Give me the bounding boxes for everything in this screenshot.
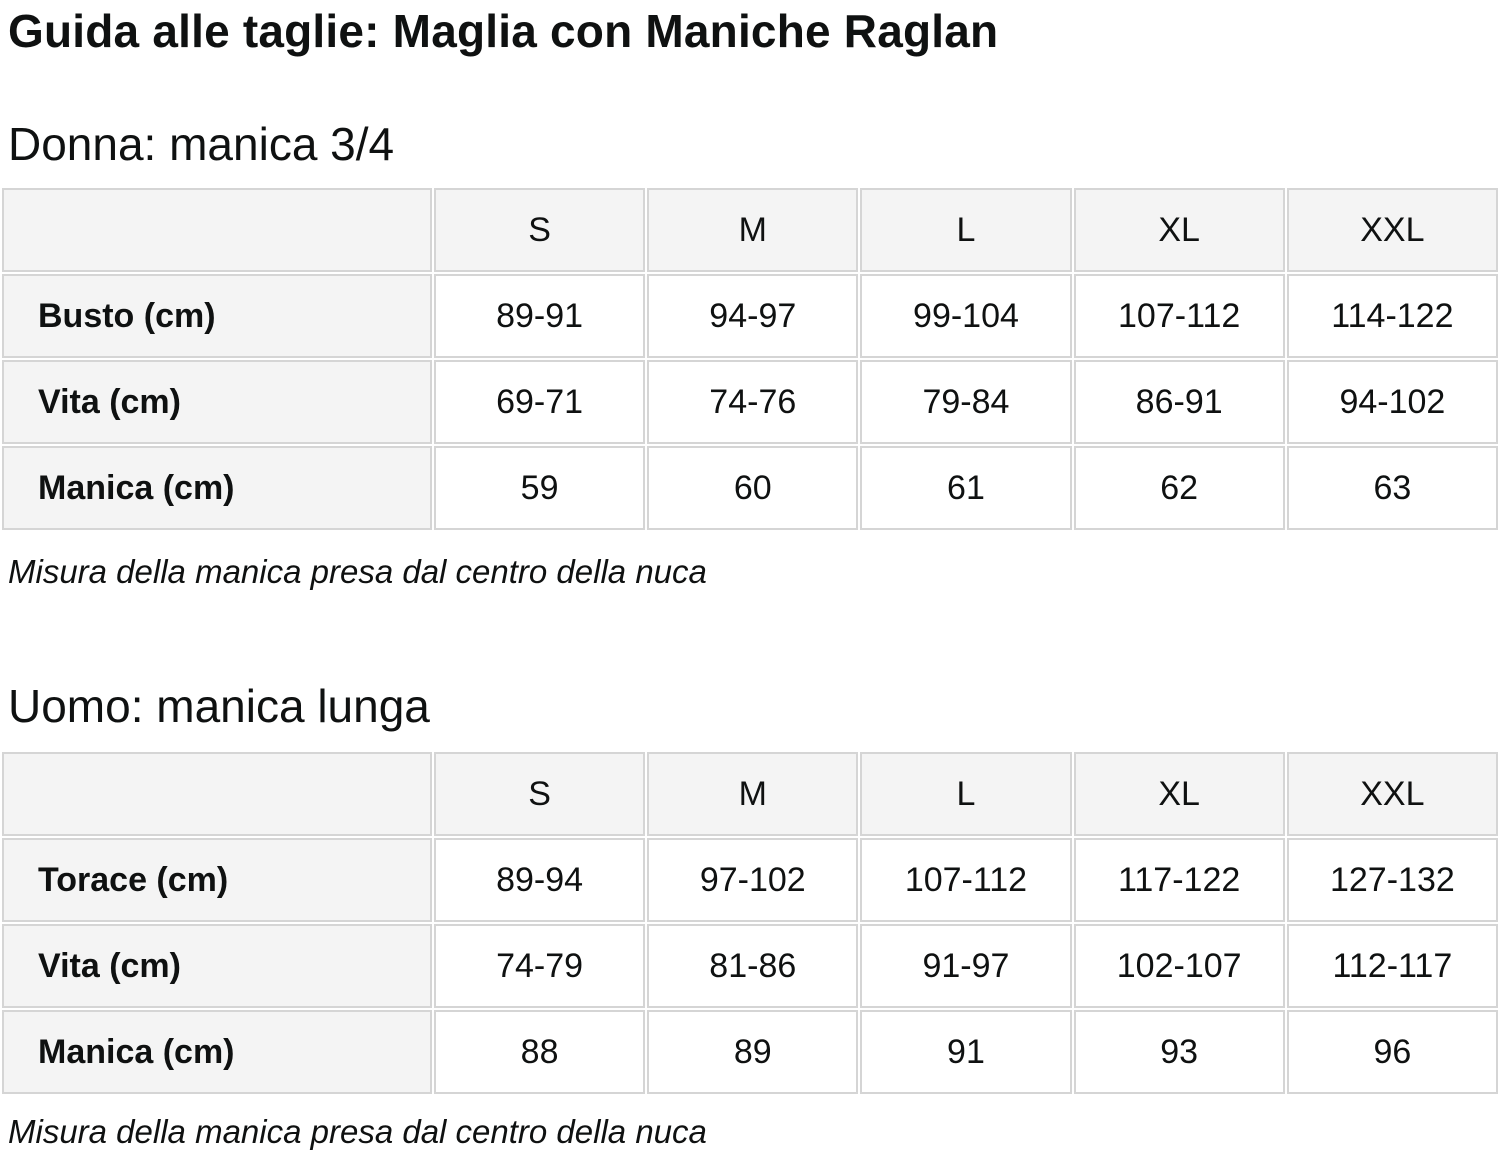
measurement-value: 114-122 [1286,274,1498,358]
measurement-value: 88 [434,1010,646,1094]
measurement-label: Manica (cm) [2,1010,432,1094]
table-row-manica: Manica (cm) 59 60 61 62 63 [2,446,1498,530]
size-col-header-xl: XL [1073,188,1285,272]
size-col-header-m: M [647,188,859,272]
measurement-value: 62 [1073,446,1285,530]
measurement-value: 61 [860,446,1072,530]
size-col-header-m: M [647,752,859,836]
measurement-value: 79-84 [860,360,1072,444]
table-row-vita: Vita (cm) 69-71 74-76 79-84 86-91 94-102 [2,360,1498,444]
table-row-busto: Busto (cm) 89-91 94-97 99-104 107-112 11… [2,274,1498,358]
measurement-value: 60 [647,446,859,530]
size-col-header-l: L [860,752,1072,836]
size-col-header-xxl: XXL [1286,188,1498,272]
size-col-header-xxl: XXL [1286,752,1498,836]
corner-cell [2,188,432,272]
measurement-value: 99-104 [860,274,1072,358]
section-heading-donna: Donna: manica 3/4 [8,118,395,170]
size-col-header-s: S [434,188,646,272]
measurement-value: 89-91 [434,274,646,358]
size-table-donna: S M L XL XXL Busto (cm) 89-91 94-97 99-1… [0,186,1500,532]
measurement-value: 63 [1286,446,1498,530]
measurement-label: Manica (cm) [2,446,432,530]
table-note-donna: Misura della manica presa dal centro del… [8,553,707,590]
section-uomo: Uomo: manica lunga S M L XL XXL Torace (… [0,678,1500,1152]
measurement-value: 102-107 [1073,924,1285,1008]
table-note-uomo: Misura della manica presa dal centro del… [8,1113,707,1150]
measurement-value: 91-97 [860,924,1072,1008]
measurement-value: 107-112 [1073,274,1285,358]
measurement-value: 96 [1286,1010,1498,1094]
measurement-value: 97-102 [647,838,859,922]
measurement-label: Torace (cm) [2,838,432,922]
measurement-value: 81-86 [647,924,859,1008]
measurement-value: 74-76 [647,360,859,444]
measurement-value: 59 [434,446,646,530]
size-col-header-xl: XL [1073,752,1285,836]
measurement-value: 86-91 [1073,360,1285,444]
measurement-value: 107-112 [860,838,1072,922]
table-row-manica: Manica (cm) 88 89 91 93 96 [2,1010,1498,1094]
measurement-value: 127-132 [1286,838,1498,922]
measurement-value: 74-79 [434,924,646,1008]
measurement-value: 69-71 [434,360,646,444]
measurement-value: 94-102 [1286,360,1498,444]
measurement-value: 91 [860,1010,1072,1094]
measurement-value: 94-97 [647,274,859,358]
page-title: Guida alle taglie: Maglia con Maniche Ra… [8,5,999,57]
size-header-row: S M L XL XXL [2,188,1498,272]
measurement-value: 89 [647,1010,859,1094]
measurement-value: 93 [1073,1010,1285,1094]
measurement-label: Vita (cm) [2,924,432,1008]
measurement-value: 117-122 [1073,838,1285,922]
measurement-label: Vita (cm) [2,360,432,444]
size-col-header-s: S [434,752,646,836]
table-row-vita: Vita (cm) 74-79 81-86 91-97 102-107 112-… [2,924,1498,1008]
section-donna: Donna: manica 3/4 S M L XL XXL Busto (cm… [0,116,1500,592]
size-table-uomo: S M L XL XXL Torace (cm) 89-94 97-102 10… [0,750,1500,1096]
measurement-value: 112-117 [1286,924,1498,1008]
section-heading-uomo: Uomo: manica lunga [8,680,430,732]
size-col-header-l: L [860,188,1072,272]
table-row-torace: Torace (cm) 89-94 97-102 107-112 117-122… [2,838,1498,922]
size-header-row: S M L XL XXL [2,752,1498,836]
measurement-value: 89-94 [434,838,646,922]
measurement-label: Busto (cm) [2,274,432,358]
corner-cell [2,752,432,836]
